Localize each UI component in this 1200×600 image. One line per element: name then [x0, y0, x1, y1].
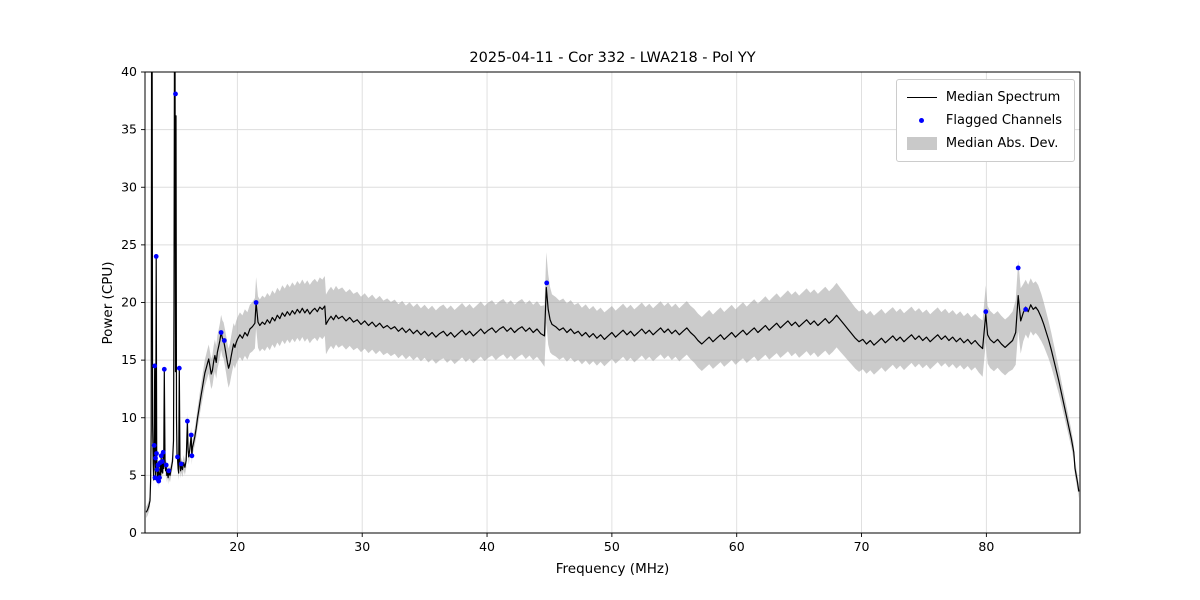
y-tick-label: 20 [121, 295, 137, 310]
flagged-channel-dot [157, 475, 162, 481]
mad-band-area [146, 72, 1079, 518]
flagged-channel-dot [189, 453, 195, 459]
legend-item-median-abs-dev: Median Abs. Dev. [906, 132, 1062, 155]
legend-patch-swatch [906, 137, 937, 150]
legend-marker-swatch [907, 118, 937, 123]
legend-label: Flagged Channels [945, 113, 1062, 128]
flagged-channel-dot [151, 443, 157, 448]
x-tick-label: 20 [229, 539, 245, 554]
flagged-channel-dot [188, 432, 194, 438]
flagged-channel-dot [158, 453, 164, 459]
flagged-channel-dot [152, 363, 158, 369]
legend-label: Median Spectrum [945, 90, 1061, 105]
y-axis-label: Power (CPU) [100, 261, 116, 345]
flagged-channel-dot [153, 455, 158, 461]
flagged-channel-dot [159, 459, 165, 464]
flagged-channel-dot [221, 338, 227, 343]
flagged-channel-dot [175, 454, 180, 460]
x-tick-label: 40 [479, 539, 495, 554]
x-tick-label: 30 [354, 539, 370, 554]
flagged-channel-dot [178, 461, 184, 467]
flagged-channel-dot [153, 254, 159, 259]
legend-item-flagged-channels: Flagged Channels [907, 109, 1062, 132]
y-tick-label: 35 [121, 122, 137, 137]
flagged-channel-dot [166, 468, 172, 474]
median-spectrum-path [145, 72, 1080, 513]
flagged-channel-dot [253, 300, 259, 305]
flagged-channel-dot [544, 280, 550, 286]
y-tick-label: 40 [121, 64, 137, 79]
axis-ticks: 20 30 40 50 60 70 80 0 5 10 15 20 25 30 35 40 [121, 64, 994, 554]
x-tick-label: 80 [978, 539, 994, 554]
flagged-channel-dot [163, 462, 169, 468]
flagged-channel-dot [160, 449, 166, 455]
x-tick-label: 70 [854, 539, 870, 554]
flagged-channel-dot [185, 418, 190, 424]
legend-label: Median Abs. Dev. [945, 136, 1059, 151]
y-tick-label: 15 [121, 352, 137, 367]
y-tick-label: 0 [129, 525, 137, 540]
plot-border [144, 71, 1081, 534]
flagged-channel-dot [218, 330, 224, 335]
flagged-channel-dot [161, 366, 167, 372]
y-tick-label: 10 [121, 410, 137, 425]
flagged-channel-dot [173, 91, 178, 97]
x-tick-label: 60 [729, 539, 745, 554]
x-axis-label: Frequency (MHz) [555, 561, 670, 577]
legend-item-median-spectrum: Median Spectrum [906, 86, 1062, 109]
mad-band [146, 72, 1079, 518]
median-spectrum-line [145, 72, 1080, 513]
y-tick-label: 25 [121, 237, 137, 252]
flagged-channel-dot [983, 309, 989, 315]
flagged-channel-dot [1023, 307, 1029, 312]
flagged-channel-dot [154, 467, 160, 472]
flagged-channel-dot [154, 451, 159, 456]
axes-frame [144, 71, 1081, 534]
legend: Median Spectrum Flagged Channels Median … [895, 79, 1075, 162]
y-tick-label: 5 [129, 467, 137, 482]
chart-title: 2025-04-11 - Cor 332 - LWA218 - Pol YY [469, 50, 756, 66]
flagged-channel-dot [176, 365, 182, 371]
legend-line-swatch [906, 97, 937, 98]
flagged-channels-dots [151, 91, 1029, 484]
y-tick-label: 30 [121, 179, 137, 194]
x-tick-label: 50 [604, 539, 620, 554]
flagged-channel-dot [1015, 265, 1021, 271]
